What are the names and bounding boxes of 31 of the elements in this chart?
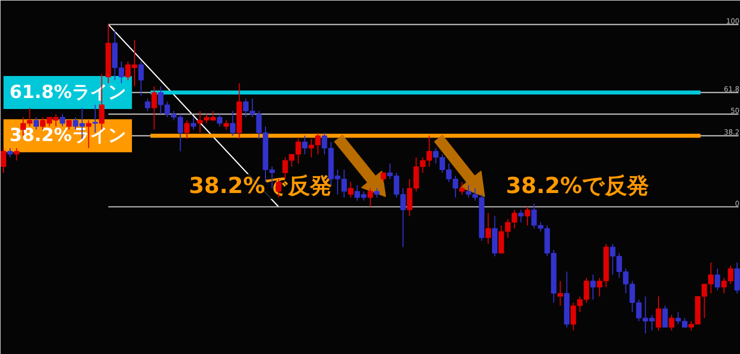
candlestick [590,274,596,300]
candlestick [184,120,190,140]
candlestick [302,135,308,155]
candlestick [524,206,530,226]
candlestick [380,172,386,183]
candlestick [144,98,150,112]
candlestick [734,262,740,294]
candlestick [714,268,720,291]
candlestick [7,148,13,158]
candlestick [558,280,563,306]
candlestick [459,182,465,195]
candlestick [485,212,491,244]
candlestick [86,120,92,149]
candlestick [60,114,66,127]
candlestick [223,120,229,130]
candlestick [368,188,374,208]
candlestick [14,148,20,161]
candlestick [138,61,144,96]
candlestick [668,314,674,331]
candlestick [151,86,157,130]
candlestick [0,148,6,174]
candlestick [374,188,380,198]
candlestick [216,114,222,127]
candlestick [230,110,236,136]
ref-line-label: 38.2%ライン [10,125,126,146]
candlestick [518,209,524,223]
candlestick [656,296,662,331]
candlestick [348,182,354,198]
candlestick [190,116,196,130]
annotation: 38.2%で反発 [506,174,650,199]
candlestick [662,305,668,328]
